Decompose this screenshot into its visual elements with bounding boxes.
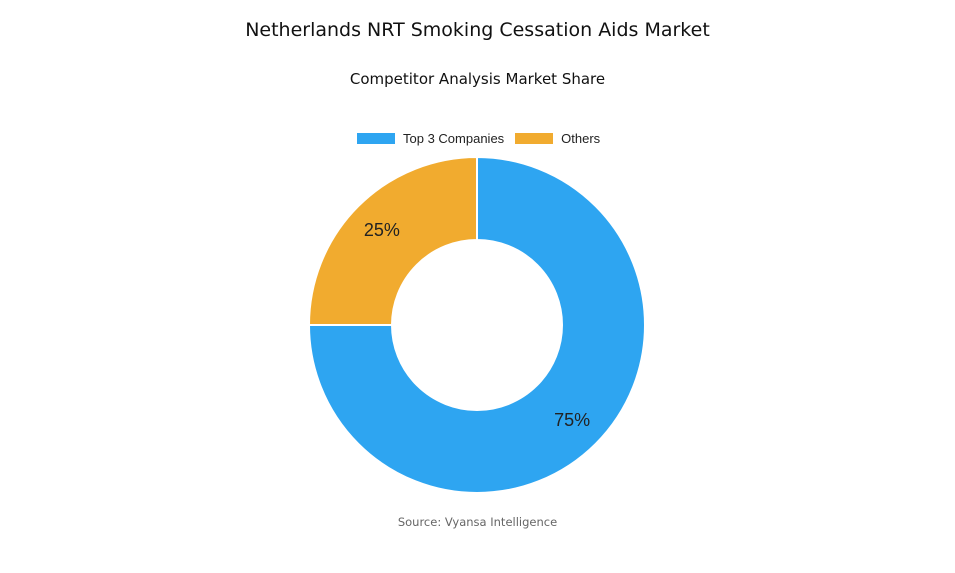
legend-item-top3[interactable]: Top 3 Companies (357, 131, 504, 146)
data-label: 25% (364, 220, 400, 240)
legend: Top 3 Companies Others (357, 131, 611, 146)
donut-slice-1[interactable] (307, 155, 478, 326)
chart-title: Netherlands NRT Smoking Cessation Aids M… (245, 19, 710, 41)
legend-label: Top 3 Companies (403, 131, 505, 146)
source-note: Source: Vyansa Intelligence (397, 515, 558, 529)
data-label: 75% (554, 410, 590, 430)
legend-swatch (357, 133, 395, 144)
legend-swatch (515, 133, 554, 144)
chart-subtitle: Competitor Analysis Market Share (349, 70, 606, 88)
donut-slice-0[interactable] (307, 155, 646, 494)
legend-item-others[interactable]: Others (515, 131, 600, 146)
legend-label: Others (561, 131, 601, 146)
